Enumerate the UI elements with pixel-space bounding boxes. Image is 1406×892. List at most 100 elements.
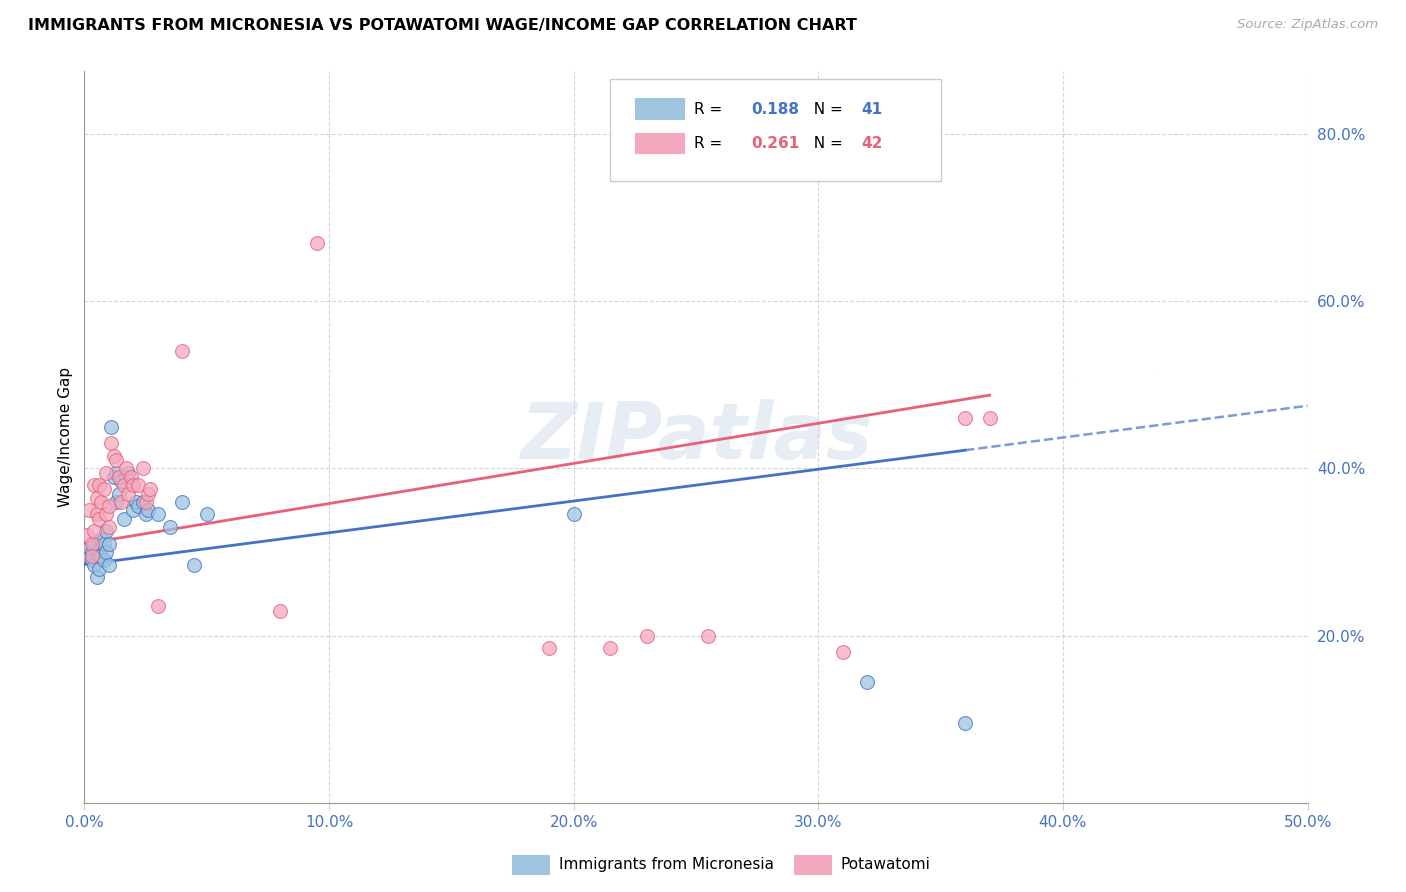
FancyBboxPatch shape <box>610 78 941 181</box>
Point <box>80 536 103 550</box>
Point <box>97 536 120 550</box>
Point <box>117 466 139 480</box>
Point <box>105 453 128 467</box>
Point <box>93 553 115 567</box>
Point <box>90 495 112 509</box>
Point <box>93 483 115 497</box>
Text: ZIPatlas: ZIPatlas <box>520 399 872 475</box>
Bar <box>636 133 683 153</box>
Point <box>139 483 162 497</box>
Point <box>80 549 103 564</box>
Point <box>87 549 110 564</box>
Text: Source: ZipAtlas.com: Source: ZipAtlas.com <box>1237 18 1378 31</box>
Point <box>83 524 105 538</box>
Point <box>105 466 128 480</box>
Point <box>100 419 122 434</box>
Point <box>93 536 115 550</box>
Point <box>159 520 181 534</box>
Point <box>96 545 118 559</box>
Point <box>90 549 112 564</box>
Point <box>83 536 105 550</box>
Point <box>183 558 205 572</box>
Point <box>125 495 148 509</box>
Text: R =: R = <box>693 136 727 152</box>
Point <box>96 508 118 522</box>
Point <box>107 486 129 500</box>
Text: 41: 41 <box>860 102 882 117</box>
Point <box>87 478 110 492</box>
Bar <box>794 855 831 874</box>
Bar <box>636 98 683 119</box>
Point <box>599 641 621 656</box>
Point <box>97 499 120 513</box>
Point <box>110 474 132 488</box>
Point <box>136 503 159 517</box>
Text: 0.188: 0.188 <box>751 102 799 117</box>
Point <box>538 641 561 656</box>
Point <box>305 235 328 250</box>
Point <box>195 508 218 522</box>
Text: N =: N = <box>804 136 848 152</box>
Text: Immigrants from Micronesia: Immigrants from Micronesia <box>560 857 773 872</box>
Point <box>115 470 138 484</box>
Point <box>269 603 291 617</box>
Point <box>117 486 139 500</box>
Point <box>146 508 169 522</box>
Point <box>96 466 118 480</box>
Point <box>122 503 145 517</box>
Point <box>110 495 132 509</box>
Point <box>172 495 194 509</box>
Point <box>86 508 108 522</box>
Point <box>97 558 120 572</box>
Point <box>77 503 100 517</box>
Point <box>979 411 1001 425</box>
Point <box>83 558 105 572</box>
Text: Potawatomi: Potawatomi <box>841 857 931 872</box>
Point <box>120 470 142 484</box>
Point <box>103 470 125 484</box>
Text: 0.261: 0.261 <box>751 136 799 152</box>
Point <box>135 495 157 509</box>
Point <box>132 461 155 475</box>
Point <box>562 508 585 522</box>
Point <box>87 562 110 576</box>
Point <box>636 629 658 643</box>
Point <box>103 449 125 463</box>
Text: R =: R = <box>693 102 727 117</box>
Point <box>127 478 149 492</box>
Point <box>856 674 879 689</box>
Point <box>112 511 135 525</box>
Point <box>135 508 157 522</box>
Point <box>80 553 103 567</box>
Point <box>105 495 128 509</box>
Point <box>100 436 122 450</box>
Point <box>146 599 169 614</box>
Point <box>97 520 120 534</box>
Text: N =: N = <box>804 102 848 117</box>
Point <box>86 491 108 505</box>
Point <box>112 478 135 492</box>
Point <box>127 499 149 513</box>
Point <box>953 716 976 731</box>
Point <box>77 541 100 555</box>
Point <box>172 344 194 359</box>
Point <box>136 486 159 500</box>
Bar <box>513 855 550 874</box>
Point <box>76 528 98 542</box>
Text: IMMIGRANTS FROM MICRONESIA VS POTAWATOMI WAGE/INCOME GAP CORRELATION CHART: IMMIGRANTS FROM MICRONESIA VS POTAWATOMI… <box>28 18 858 33</box>
Point <box>953 411 976 425</box>
Point <box>96 524 118 538</box>
Point <box>86 545 108 559</box>
Text: 42: 42 <box>860 136 883 152</box>
Point <box>115 461 138 475</box>
Point <box>86 570 108 584</box>
Y-axis label: Wage/Income Gap: Wage/Income Gap <box>58 367 73 508</box>
Point <box>132 495 155 509</box>
Point <box>831 645 853 659</box>
Point <box>87 511 110 525</box>
Point <box>90 533 112 547</box>
Point <box>697 629 720 643</box>
Point <box>80 545 103 559</box>
Point <box>83 478 105 492</box>
Point <box>76 549 98 564</box>
